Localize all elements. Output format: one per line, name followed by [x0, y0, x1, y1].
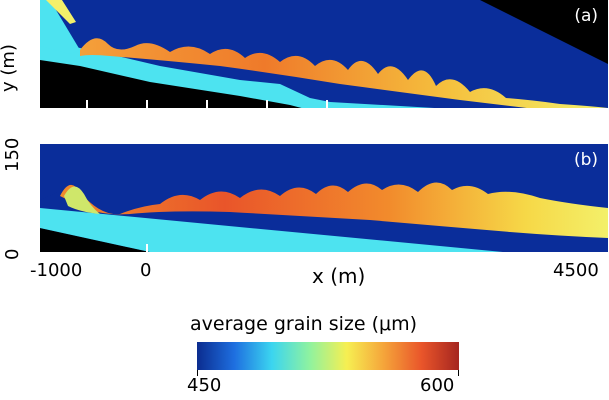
x-axis-label: x (m) [312, 264, 366, 288]
colorbar-tick-min [197, 370, 198, 376]
x-tick-mark [146, 244, 148, 252]
panel-b-image: (b) [40, 144, 608, 252]
x-tick-zero: 0 [140, 260, 152, 281]
x-tick-mark [266, 100, 268, 108]
panel-a-field [40, 0, 608, 108]
y-tick-top: 150 [2, 137, 23, 172]
panel-b-label: (b) [573, 150, 598, 170]
panel-a-label: (a) [574, 6, 598, 26]
x-tick-mark [326, 100, 328, 108]
y-tick-bottom: 0 [2, 248, 23, 260]
x-tick-right: 4500 [553, 260, 599, 281]
panel-b-field [40, 144, 608, 252]
x-tick-mark [206, 100, 208, 108]
x-tick-mark [146, 100, 148, 108]
bed-region [40, 208, 608, 252]
colorbar-max-label: 600 [420, 375, 455, 396]
colorbar-title: average grain size (μm) [190, 313, 417, 335]
x-tick-mark [86, 100, 88, 108]
colorbar-min-label: 450 [187, 375, 222, 396]
colorbar-tick-max [458, 370, 459, 376]
sediment-waves-a [80, 38, 608, 108]
panel-a-image: (a) [40, 0, 608, 108]
sediment-waves-b [60, 182, 608, 238]
colorbar [197, 342, 459, 370]
y-axis-label: y (m) [0, 44, 19, 92]
x-tick-left: -1000 [30, 260, 83, 281]
